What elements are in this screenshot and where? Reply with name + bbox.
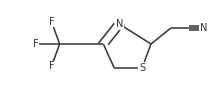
Text: S: S [139,63,145,73]
Text: F: F [49,61,54,71]
Text: F: F [49,17,54,27]
Text: N: N [200,23,207,33]
Text: N: N [115,19,123,29]
Text: F: F [33,39,38,49]
